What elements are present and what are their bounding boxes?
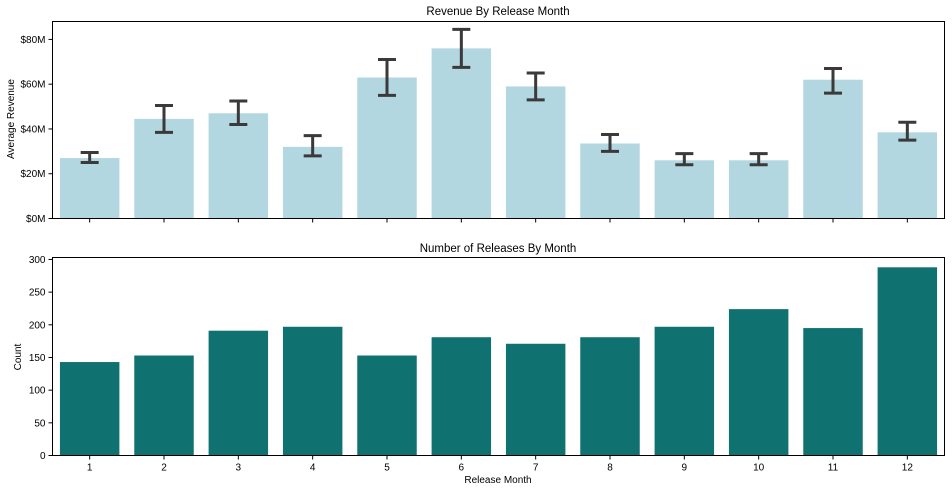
revenue-plot-frame: [52, 21, 945, 219]
releases-chart-title: Number of Releases By Month: [420, 243, 577, 255]
releases-bar-12: [877, 267, 938, 456]
releases-x-tick-label: 11: [828, 463, 839, 474]
releases-x-tick-label: 9: [682, 463, 688, 474]
releases-x-tick-label: 5: [384, 463, 390, 474]
releases-y-tick-label: 50: [34, 418, 46, 429]
releases-y-tick-label: 300: [29, 255, 46, 266]
revenue-bar-11: [803, 79, 863, 219]
revenue-bar-6: [431, 48, 492, 219]
revenue-error-bar-2: [155, 103, 173, 134]
revenue-error-bar-10: [749, 152, 768, 167]
revenue-bar-4: [282, 146, 343, 219]
releases-x-axis-label: Release Month: [464, 475, 531, 486]
revenue-error-bar-1: [80, 150, 99, 165]
revenue-bar-2: [134, 118, 194, 219]
releases-bar-11: [803, 328, 863, 456]
releases-bar-9: [654, 326, 715, 456]
releases-x-tick-label: 8: [607, 463, 613, 474]
releases-bar-2: [134, 355, 194, 456]
revenue-error-bar-3: [229, 99, 248, 126]
revenue-marks: $0M $20M $40M $60M $80M: [20, 27, 938, 225]
releases-x-tick-label: 4: [310, 463, 316, 474]
revenue-bar-10: [728, 160, 789, 219]
revenue-chart: Revenue By Release Month Average Revenue…: [6, 6, 945, 225]
releases-plot-frame: [52, 257, 945, 456]
releases-y-tick-label: 100: [29, 386, 46, 397]
releases-chart: Number of Releases By Month Count Releas…: [13, 243, 945, 486]
releases-x-tick-label: 12: [902, 463, 914, 474]
revenue-bar-5: [357, 77, 417, 219]
releases-y-axis-label: Count: [13, 343, 24, 370]
revenue-bar-7: [505, 86, 566, 219]
releases-bar-7: [505, 343, 566, 456]
revenue-y-axis-label: Average Revenue: [6, 79, 17, 159]
revenue-error-bar-9: [675, 152, 694, 167]
releases-x-tick-label: 3: [236, 463, 242, 474]
revenue-chart-title: Revenue By Release Month: [426, 6, 569, 18]
revenue-bar-3: [208, 113, 269, 219]
revenue-y-tick-label: $80M: [20, 35, 45, 46]
revenue-y-tick-label: $0M: [26, 214, 45, 225]
releases-bar-10: [728, 309, 789, 456]
releases-bar-6: [431, 337, 492, 456]
revenue-bar-1: [59, 158, 120, 219]
revenue-error-bar-5: [378, 58, 396, 97]
releases-bar-4: [282, 326, 343, 456]
releases-y-tick-label: 200: [29, 320, 46, 331]
releases-x-tick-label: 7: [533, 463, 539, 474]
releases-bar-8: [580, 337, 640, 456]
releases-x-tick-label: 2: [161, 463, 167, 474]
revenue-bar-12: [877, 132, 938, 219]
revenue-error-bar-4: [303, 134, 322, 158]
releases-x-tick-label: 1: [87, 463, 93, 474]
revenue-bar-9: [654, 160, 715, 219]
releases-x-tick-label: 10: [753, 463, 765, 474]
releases-y-tick-label: 150: [29, 353, 46, 364]
revenue-y-tick-label: $40M: [20, 124, 45, 135]
revenue-y-tick-label: $20M: [20, 169, 45, 180]
revenue-error-bar-8: [601, 133, 619, 153]
releases-bar-3: [208, 330, 269, 456]
releases-bar-1: [59, 362, 120, 456]
revenue-bar-8: [580, 143, 640, 219]
releases-y-tick-label: 250: [29, 288, 46, 299]
revenue-error-bar-7: [526, 71, 545, 102]
revenue-error-bar-11: [824, 67, 842, 95]
releases-y-tick-label: 0: [40, 451, 46, 462]
revenue-error-bar-12: [898, 120, 917, 142]
releases-x-tick-label: 6: [459, 463, 465, 474]
revenue-y-tick-label: $60M: [20, 80, 45, 91]
releases-bar-5: [357, 355, 417, 456]
revenue-error-bar-6: [452, 27, 471, 69]
